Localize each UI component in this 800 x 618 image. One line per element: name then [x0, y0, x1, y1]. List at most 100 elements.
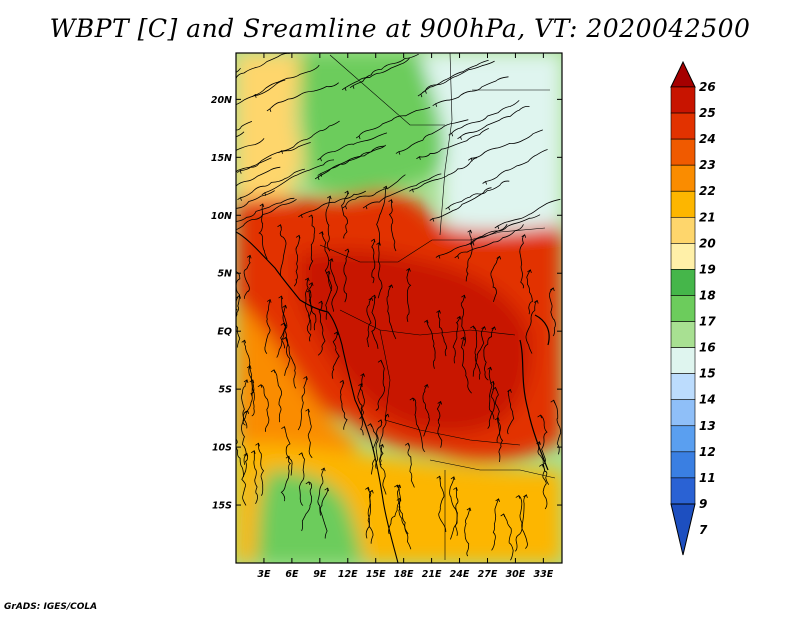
- streamline: [357, 373, 364, 420]
- streamline-arrow: [243, 452, 249, 457]
- streamline: [537, 441, 550, 485]
- streamline-arrow: [435, 254, 441, 259]
- streamline: [317, 301, 326, 356]
- streamline: [487, 381, 495, 429]
- streamline-arrow: [467, 229, 472, 234]
- streamline-arrow: [437, 400, 443, 405]
- streamline-arrow: [282, 336, 288, 341]
- wbpt-field: [236, 53, 562, 563]
- streamline-arrow: [394, 484, 399, 489]
- streamline-arrow: [250, 450, 256, 454]
- colorbar-label: 12: [699, 445, 716, 459]
- streamline-arrow: [244, 410, 250, 415]
- x-tick-label: 18E: [394, 569, 414, 580]
- streamline: [483, 326, 495, 381]
- colorbar-label: 11: [699, 471, 716, 485]
- streamline-arrow: [515, 494, 521, 499]
- streamline-arrow: [466, 507, 472, 512]
- streamline-arrow: [298, 214, 303, 219]
- colorbar-label: 19: [699, 262, 716, 276]
- streamline-arrow: [339, 379, 345, 384]
- streamline: [236, 53, 290, 80]
- streamline: [375, 419, 383, 469]
- streamline-arrow: [470, 325, 475, 330]
- streamline: [426, 320, 436, 369]
- streamline-arrow: [416, 156, 421, 160]
- streamline: [325, 196, 331, 252]
- streamline-arrow: [494, 417, 500, 421]
- colorbar-swatch: [670, 269, 696, 296]
- streamline-arrow: [360, 373, 365, 377]
- streamline: [412, 397, 426, 453]
- streamline-arrow: [396, 497, 402, 502]
- streamline-arrow: [221, 111, 225, 114]
- streamline-arrow: [303, 375, 308, 380]
- streamline-arrow: [318, 300, 323, 305]
- streamline-arrow: [521, 234, 527, 238]
- colorbar-label: 13: [699, 419, 716, 433]
- streamline-arrow: [436, 475, 442, 480]
- streamline: [450, 487, 459, 540]
- streamline: [379, 444, 387, 495]
- streamline: [243, 255, 251, 300]
- streamline-arrow: [257, 384, 263, 388]
- streamline: [317, 467, 325, 516]
- rift-lakes: [519, 339, 549, 471]
- streamline-arrow: [494, 225, 500, 230]
- streamline-arrow: [317, 172, 323, 177]
- streamline-arrow: [246, 365, 252, 369]
- streamline: [330, 258, 338, 312]
- colorbar-label: 18: [699, 288, 716, 302]
- streamline-arrow: [481, 326, 486, 330]
- streamline-arrow: [550, 287, 555, 292]
- streamline: [457, 224, 524, 257]
- streamline-arrow: [423, 319, 429, 324]
- streamline-arrow: [550, 399, 556, 404]
- colorbar-label: 20: [699, 236, 716, 250]
- streamline: [472, 326, 485, 377]
- streamline: [304, 277, 312, 331]
- colorbar-swatch: [670, 243, 696, 270]
- streamline: [345, 174, 406, 207]
- y-tick-label: 15N: [211, 153, 232, 164]
- streamline-arrow: [461, 294, 466, 299]
- streamline-arrow: [496, 255, 502, 260]
- streamline: [283, 323, 291, 376]
- streamline-arrow: [371, 294, 377, 299]
- streamline: [495, 387, 501, 443]
- streamline: [549, 287, 556, 337]
- streamline-arrow: [344, 190, 350, 195]
- country-border: [429, 459, 556, 479]
- streamline-arrow: [190, 168, 194, 171]
- streamline-arrow: [199, 183, 203, 186]
- streamline-arrow: [409, 397, 415, 402]
- streamline: [236, 121, 253, 131]
- streamlines: [189, 53, 562, 561]
- streamline: [236, 138, 265, 151]
- streamline-arrow: [251, 94, 257, 98]
- country-border: [379, 329, 521, 446]
- colorbar-swatch: [670, 216, 696, 244]
- streamline-arrow: [189, 150, 193, 153]
- streamline-arrow: [368, 297, 374, 302]
- colorbar-label: 14: [699, 393, 716, 407]
- streamline-arrow: [507, 388, 512, 393]
- streamline-arrow: [344, 248, 350, 253]
- streamline: [298, 452, 305, 506]
- x-tick-label: 27E: [478, 569, 498, 580]
- streamline: [472, 214, 541, 243]
- streamline: [432, 187, 492, 219]
- streamline-arrow: [326, 195, 332, 200]
- y-tick-label: EQ: [217, 327, 232, 338]
- streamline: [257, 443, 265, 496]
- streamline: [358, 107, 431, 137]
- streamline: [260, 384, 270, 432]
- streamline: [377, 242, 383, 299]
- colorbar-swatch: [670, 477, 696, 505]
- streamline-arrow: [249, 379, 255, 384]
- colorbar-bottom-arrow: [670, 503, 696, 556]
- streamline-arrow: [308, 214, 314, 219]
- y-tick-label: 10S: [212, 443, 232, 454]
- streamline-arrow: [324, 487, 330, 492]
- streamline-arrow: [487, 366, 492, 371]
